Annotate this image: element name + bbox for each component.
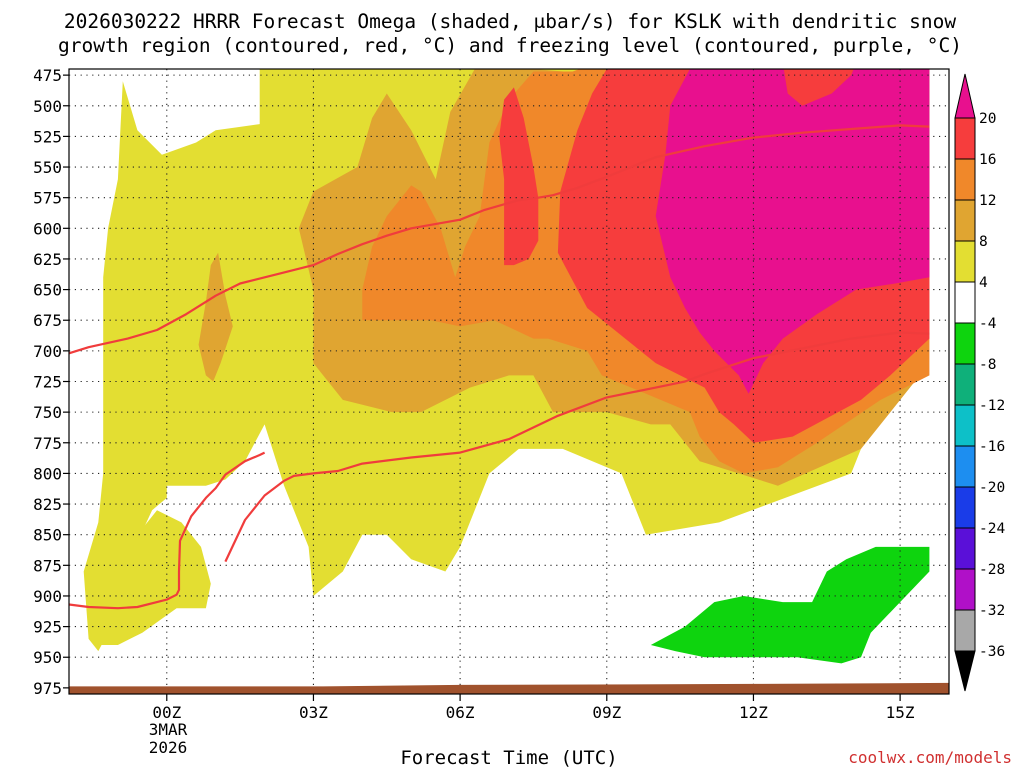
- omega-region--4-8: [650, 546, 930, 664]
- chart-title: 2026030222 HRRR Forecast Omega (shaded, …: [64, 10, 956, 33]
- colorbar-tick-label: 12: [979, 193, 996, 209]
- y-axis: 475 500 525 550 575 600 625 650 675 700 725 750 775 8…: [33, 66, 69, 698]
- x-tick-label: 15Z: [886, 703, 915, 722]
- y-tick-label: 725: [33, 373, 62, 392]
- y-tick-label: 950: [33, 648, 62, 667]
- colorbar-band: [954, 486, 976, 529]
- y-tick-label: 900: [33, 587, 62, 606]
- terrain-layer: [69, 682, 949, 694]
- x-tick-label: 06Z: [446, 703, 475, 722]
- y-tick-label: 675: [33, 311, 62, 330]
- x-tick-label: 03Z: [299, 703, 328, 722]
- x-tick-label: 00Z: [152, 703, 181, 722]
- omega-region-20-7: [655, 69, 930, 394]
- date-label-month: 3MAR: [149, 720, 188, 739]
- colorbar-band: [954, 404, 976, 447]
- colorbar-band: [954, 568, 976, 611]
- colorbar-tick-label: -16: [979, 439, 1005, 455]
- y-tick-label: 650: [33, 281, 62, 300]
- y-tick-label: 700: [33, 342, 62, 361]
- colorbar-tick-label: 4: [979, 275, 988, 291]
- colorbar-tick-label: -32: [979, 603, 1005, 619]
- y-tick-label: 825: [33, 495, 62, 514]
- colorbar: 20 16 12 8 4 -4 -8 -12 -16 -20 -24 -28 -32 -36: [954, 73, 1005, 692]
- colorbar-band: [954, 117, 976, 160]
- colorbar-band: [954, 527, 976, 570]
- y-tick-label: 475: [33, 66, 62, 85]
- colorbar-band: [954, 281, 976, 324]
- y-tick-label: 925: [33, 618, 62, 637]
- colorbar-tick-label: -4: [979, 316, 997, 332]
- colorbar-band: [954, 240, 976, 283]
- colorbar-arrow-bottom: [954, 650, 976, 692]
- colorbar-band: [954, 158, 976, 201]
- colorbar-tick-label: -8: [979, 357, 996, 373]
- terrain-ground: [69, 682, 949, 694]
- colorbar-tick-label: -28: [979, 562, 1005, 578]
- y-tick-label: 525: [33, 127, 62, 146]
- colorbar-band: [954, 445, 976, 488]
- colorbar-tick-label: -24: [979, 521, 1005, 537]
- chart-title-line2: growth region (contoured, red, °C) and f…: [58, 34, 962, 57]
- y-tick-label: 800: [33, 464, 62, 483]
- x-axis: 00Z 03Z 06Z 09Z 12Z 15Z: [152, 694, 915, 722]
- contour-layer: [69, 124, 930, 610]
- x-axis-title: Forecast Time (UTC): [400, 747, 617, 768]
- x-tick-label: 12Z: [739, 703, 768, 722]
- dgz-contour-12: [69, 124, 930, 355]
- y-tick-label: 875: [33, 556, 62, 575]
- colorbar-band: [954, 322, 976, 365]
- freezing-level-contour: [69, 451, 266, 610]
- dgz-contour-18: [224, 331, 930, 563]
- y-tick-label: 575: [33, 189, 62, 208]
- colorbar-tick-label: -20: [979, 480, 1005, 496]
- plot-area: [83, 69, 930, 664]
- colorbar-tick-label: -36: [979, 644, 1005, 660]
- colorbar-tick-label: 20: [979, 111, 996, 127]
- y-tick-label: 850: [33, 526, 62, 545]
- omega-region-8-3: [198, 252, 233, 382]
- colorbar-tick-label: 16: [979, 152, 996, 168]
- colorbar-band: [954, 199, 976, 242]
- y-tick-label: 550: [33, 158, 62, 177]
- omega-region-4-1: [98, 510, 211, 645]
- y-tick-label: 750: [33, 403, 62, 422]
- colorbar-tick-label: -12: [979, 398, 1005, 414]
- credit-label: coolwx.com/models: [848, 748, 1012, 767]
- x-tick-label: 09Z: [592, 703, 621, 722]
- colorbar-tick-label: 8: [979, 234, 988, 250]
- y-tick-label: 775: [33, 434, 62, 453]
- colorbar-band: [954, 609, 976, 652]
- y-tick-label: 600: [33, 219, 62, 238]
- omega-region-16-6: [499, 87, 539, 266]
- colorbar-band: [954, 363, 976, 406]
- y-tick-label: 500: [33, 97, 62, 116]
- date-label-year: 2026: [149, 738, 188, 757]
- y-tick-label: 625: [33, 250, 62, 269]
- y-tick-label: 975: [33, 679, 62, 698]
